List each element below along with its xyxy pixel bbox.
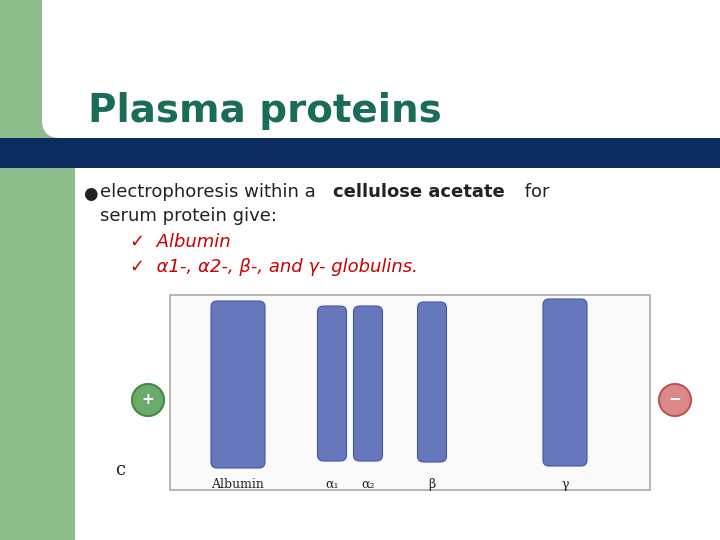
Text: −: − (669, 393, 681, 408)
Text: for: for (519, 183, 549, 201)
FancyBboxPatch shape (0, 138, 720, 168)
FancyBboxPatch shape (543, 299, 587, 466)
Text: ✓  α1-, α2-, β-, and γ- globulins.: ✓ α1-, α2-, β-, and γ- globulins. (130, 258, 418, 276)
Text: β: β (428, 478, 436, 491)
Text: α₁: α₁ (325, 478, 338, 491)
FancyBboxPatch shape (0, 0, 75, 540)
Text: ✓  Albumin: ✓ Albumin (130, 233, 230, 251)
Text: serum protein give:: serum protein give: (100, 207, 277, 225)
FancyBboxPatch shape (170, 295, 650, 490)
Text: ●: ● (83, 185, 97, 203)
FancyBboxPatch shape (354, 306, 382, 461)
FancyBboxPatch shape (0, 0, 155, 85)
Text: Albumin: Albumin (212, 478, 264, 491)
Text: c: c (115, 461, 125, 479)
FancyBboxPatch shape (211, 301, 265, 468)
Text: electrophoresis within a: electrophoresis within a (100, 183, 322, 201)
Text: γ: γ (562, 478, 569, 491)
Circle shape (132, 384, 164, 416)
Text: Plasma proteins: Plasma proteins (88, 92, 442, 130)
Text: α₂: α₂ (361, 478, 374, 491)
Text: +: + (142, 393, 154, 408)
FancyBboxPatch shape (318, 306, 346, 461)
FancyBboxPatch shape (418, 302, 446, 462)
Text: cellulose acetate: cellulose acetate (333, 183, 505, 201)
FancyBboxPatch shape (42, 0, 720, 138)
Circle shape (659, 384, 691, 416)
